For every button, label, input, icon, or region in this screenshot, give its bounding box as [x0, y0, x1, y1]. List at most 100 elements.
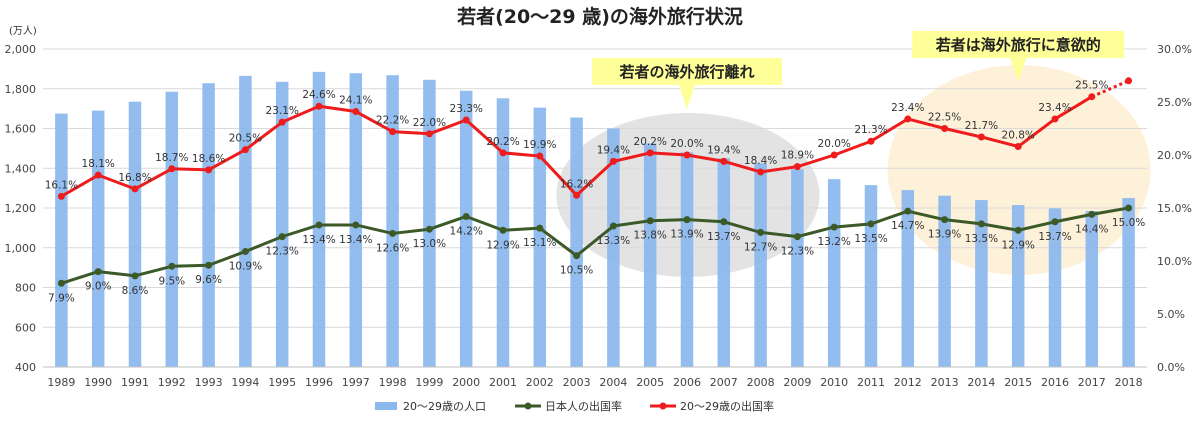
national-rate-point-2010: [830, 223, 838, 231]
bar-2017: [1085, 210, 1099, 367]
youth-rate-point-1990: [94, 171, 102, 179]
left-axis-tick: 1,400: [5, 162, 37, 175]
callout-box: [592, 58, 782, 85]
youth-rate-label: 18.6%: [192, 153, 225, 165]
x-axis-tick: 1989: [47, 376, 75, 389]
national-rate-point-1993: [205, 261, 213, 269]
callouts: 若者の海外旅行離れ 若者は海外旅行に意欲的: [592, 31, 1125, 109]
bar-1990: [91, 110, 105, 368]
national-rate-label: 13.7%: [707, 231, 740, 243]
bar-2002: [533, 107, 547, 367]
national-rate-label: 13.4%: [339, 234, 372, 246]
x-axis-tick: 1999: [415, 376, 443, 389]
national-rate-label: 13.2%: [818, 236, 851, 248]
national-rate-label: 13.9%: [928, 229, 961, 241]
x-axis-tick: 1997: [342, 376, 370, 389]
bar-2003: [570, 117, 583, 367]
x-axis-tick: 1995: [268, 376, 296, 389]
x-axis-tick: 2005: [636, 376, 664, 389]
national-rate-point-2005: [646, 217, 654, 225]
national-rate-point-2008: [757, 228, 765, 236]
youth-rate-point-1994: [241, 146, 249, 154]
legend-marker: [524, 402, 532, 410]
national-rate-point-1999: [425, 225, 433, 233]
youth-rate-label: 25.5%: [1075, 80, 1108, 92]
youth-rate-label: 22.2%: [376, 115, 409, 127]
youth-rate-label: 19.4%: [597, 144, 630, 156]
bar-1998: [386, 75, 399, 368]
youth-rate-label: 19.4%: [707, 144, 740, 156]
chart-title: 若者(20～29 歳)の海外旅行状況: [457, 5, 743, 28]
national-rate-label: 10.5%: [560, 265, 593, 277]
right-axis-tick: 5.0%: [1157, 308, 1185, 321]
youth-rate-point-2013: [941, 125, 949, 132]
youth-rate-label: 16.2%: [560, 178, 593, 190]
national-rate-point-1995: [278, 233, 286, 241]
national-rate-label: 8.6%: [122, 285, 149, 297]
left-axis-tick: 1,000: [5, 242, 37, 255]
bar-1992: [165, 91, 179, 367]
x-axis-tick: 1994: [231, 376, 259, 389]
national-rate-label: 13.7%: [1038, 231, 1071, 243]
youth-rate-point-2016: [1051, 115, 1059, 123]
national-rate-point-2002: [536, 224, 544, 232]
legend-swatch: [375, 402, 397, 410]
youth-rate-point-2015: [1014, 143, 1022, 151]
national-rate-label: 13.5%: [854, 233, 887, 245]
national-rate-label: 13.0%: [413, 238, 446, 250]
youth-rate-label: 21.7%: [965, 120, 998, 132]
national-rate-point-2011: [867, 220, 875, 228]
x-axis-tick: 2003: [563, 376, 591, 389]
x-axis-tick: 2009: [783, 376, 811, 389]
national-rate-line: [60, 206, 1129, 285]
bar-2011: [864, 185, 878, 367]
national-rate-label: 13.3%: [597, 235, 630, 247]
youth-rate-label: 24.1%: [339, 95, 372, 107]
youth-rate-label: 23.3%: [450, 103, 483, 115]
left-axis-tick: 400: [15, 361, 36, 374]
national-rate-label: 13.4%: [302, 234, 335, 246]
youth-rate-point-2003: [573, 191, 581, 199]
national-rate-label: 13.5%: [965, 233, 998, 245]
rate-lines: [57, 77, 1133, 287]
national-rate-point-2003: [573, 252, 581, 260]
youth-rate-label: 20.2%: [486, 136, 519, 148]
x-axis-tick: 2015: [1004, 376, 1032, 389]
national-rate-label: 14.7%: [891, 220, 924, 232]
youth-rate-label: 23.1%: [266, 105, 299, 117]
national-rate-point-2007: [720, 218, 728, 226]
bar-2015: [1011, 205, 1025, 367]
bar-2008: [754, 163, 767, 367]
national-rate-point-2016: [1051, 218, 1059, 226]
national-rate-point-1994: [241, 247, 249, 255]
youth-rate-label: 18.9%: [781, 150, 814, 162]
youth-rate-label: 20.0%: [818, 138, 851, 150]
national-rate-point-2015: [1014, 226, 1022, 234]
x-axis-tick: 2002: [526, 376, 554, 389]
bar-1994: [239, 75, 252, 368]
youth-rate-label: 22.0%: [413, 117, 446, 129]
youth-rate-projection: [1091, 79, 1130, 99]
left-axis-unit: (万人): [9, 25, 37, 37]
national-rate-label: 10.9%: [229, 260, 262, 272]
x-axis-tick: 1996: [305, 376, 333, 389]
callout-pointer: [679, 85, 695, 109]
youth-rate-point-2017: [1088, 93, 1096, 101]
youth-rate-point-1996: [315, 102, 323, 110]
legend-label: 20～29歳の出国率: [680, 399, 774, 413]
national-rate-point-2018: [1125, 204, 1133, 212]
national-rate-label: 7.9%: [48, 292, 75, 304]
national-rate-label: 13.8%: [634, 230, 667, 242]
youth-rate-point-1997: [352, 108, 360, 116]
youth-rate-point-2014: [977, 133, 985, 141]
national-rate-label: 15.0%: [1112, 217, 1145, 229]
bar-2014: [975, 200, 988, 367]
national-rate-label: 13.1%: [523, 237, 556, 249]
left-axis-tick: 1,600: [5, 123, 37, 136]
national-rate-label: 13.9%: [670, 229, 703, 241]
right-axis-tick: 10.0%: [1157, 255, 1192, 268]
x-axis-tick: 2004: [599, 376, 627, 389]
national-rate-point-2012: [904, 207, 912, 215]
data-labels: 7.9%9.0% 8.6%9.5% 9.6%10.9%12.3%13.4% 13.4%…: [45, 80, 1146, 305]
